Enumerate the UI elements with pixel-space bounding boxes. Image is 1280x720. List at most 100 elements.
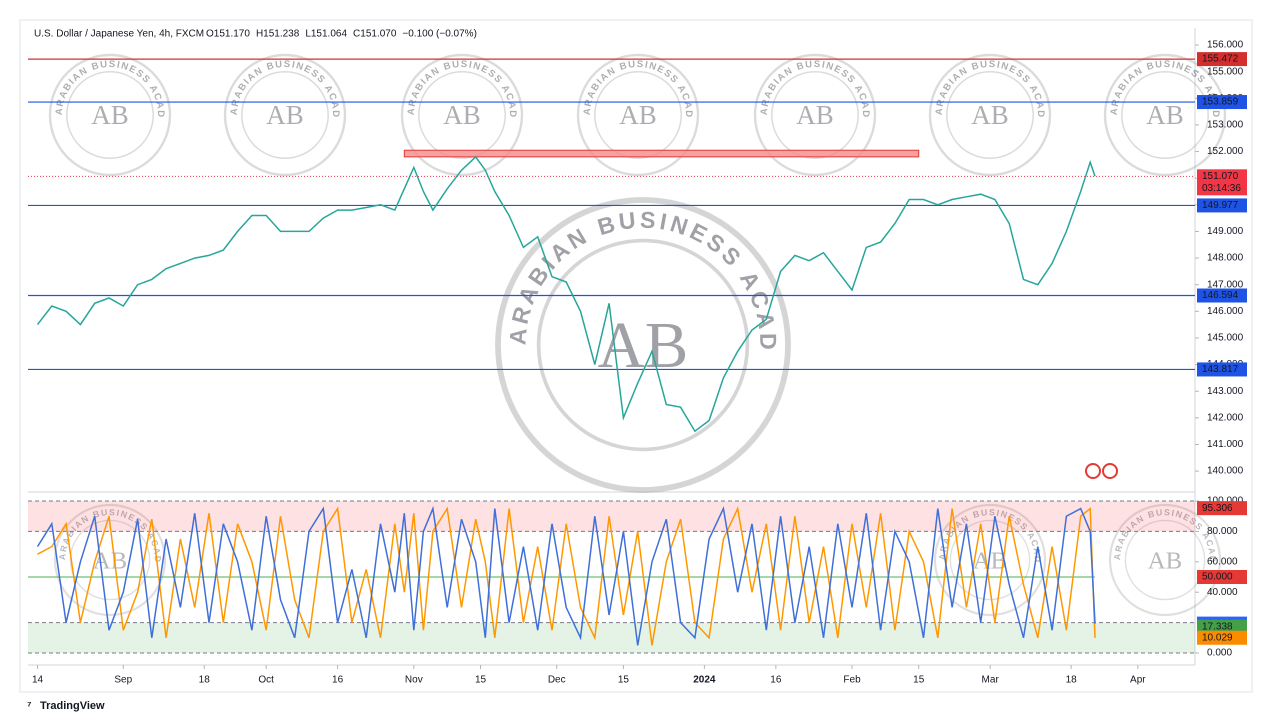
- tv-icon: ⁷: [27, 700, 32, 712]
- level-label: 155.472: [1202, 54, 1239, 65]
- x-tick-label: 18: [199, 675, 211, 686]
- watermark-ring: [1121, 71, 1209, 159]
- watermark-logo: AB: [971, 100, 1009, 130]
- y-tick-label: 80.000: [1207, 526, 1238, 537]
- watermark-ring: [48, 53, 172, 177]
- ohlc-value: H151.238: [256, 29, 300, 40]
- watermark-ring: [771, 71, 859, 159]
- oscillator-line: [36, 505, 1096, 646]
- y-tick-label: 143.000: [1207, 386, 1244, 397]
- watermark-ring: [1124, 519, 1206, 601]
- x-tick-label: Dec: [548, 675, 566, 686]
- x-tick-label: Sep: [114, 675, 132, 686]
- level-tag: [1197, 198, 1247, 213]
- y-tick-label: 142.000: [1207, 412, 1244, 423]
- watermark-ring: [495, 197, 791, 493]
- y-tick-label: 156.000: [1207, 40, 1244, 51]
- x-tick-label: Oct: [258, 675, 274, 686]
- band: [28, 622, 1195, 654]
- x-tick-label: 14: [32, 675, 44, 686]
- level-label: 149.977: [1202, 200, 1239, 211]
- x-tick-label: 2024: [693, 675, 716, 686]
- ohlc-value: −0.100 (−0.07%): [402, 29, 477, 40]
- watermark-logo: AB: [1146, 100, 1184, 130]
- x-tick-label: 15: [618, 675, 630, 686]
- watermark-ring: [66, 71, 154, 159]
- resistance-zone: [403, 149, 920, 158]
- band: [28, 501, 1195, 532]
- level-label: 146.594: [1202, 290, 1239, 301]
- level-label: 153.859: [1202, 97, 1239, 108]
- y-tick-label: 146.000: [1207, 306, 1244, 317]
- flag-icon: [1085, 463, 1101, 479]
- tradingview-logo: TradingView: [40, 700, 105, 712]
- watermark-logo: AB: [266, 100, 304, 130]
- level-tag: [1197, 362, 1247, 377]
- watermark-ring: [418, 71, 506, 159]
- value-tag: [1197, 570, 1247, 585]
- y-tick-label: 152.000: [1207, 146, 1244, 157]
- watermark-ring: [400, 53, 524, 177]
- last-price-label: 151.070: [1202, 171, 1239, 182]
- y-tick-label: 60.000: [1207, 556, 1238, 567]
- header: U.S. Dollar / Japanese Yen, 4h, FXCM O15…: [34, 29, 477, 40]
- y-tick-label: 149.000: [1207, 226, 1244, 237]
- value-tag-label: 50.000: [1202, 572, 1233, 583]
- watermark-logo: AB: [443, 100, 481, 130]
- x-tick-label: 18: [1066, 675, 1078, 686]
- watermark-ring: [933, 503, 1047, 617]
- oscillator-pane: 0.00040.00060.00080.000100.00014Sep18Oct…: [28, 496, 1247, 686]
- y-tick-label: 40.000: [1207, 587, 1238, 598]
- watermark-ring: [594, 71, 682, 159]
- countdown: 03:14:36: [1202, 183, 1241, 194]
- price-pane: 140.000141.000142.000143.000144.000145.0…: [28, 40, 1247, 477]
- watermark-ring: [949, 519, 1031, 601]
- watermark-logo: AB: [1148, 547, 1182, 574]
- value-tag-label: 95.306: [1202, 503, 1233, 514]
- level-tag: [1197, 52, 1247, 67]
- value-tag: [1197, 630, 1247, 645]
- price-line: [36, 155, 1096, 433]
- ohlc-value: O151.170: [206, 29, 250, 40]
- x-tick-label: 15: [475, 675, 487, 686]
- watermark-ring: [946, 71, 1034, 159]
- watermark-ring: [753, 53, 877, 177]
- y-tick-label: 0.000: [1207, 648, 1232, 659]
- oscillator-line: [37, 506, 1096, 646]
- level-label: 143.817: [1202, 364, 1239, 375]
- y-tick-label: 145.000: [1207, 333, 1244, 344]
- y-tick-label: 148.000: [1207, 253, 1244, 264]
- symbol-title: U.S. Dollar / Japanese Yen, 4h, FXCM: [34, 29, 204, 40]
- flag-icon: [1102, 463, 1118, 479]
- ohlc-value: C151.070: [353, 29, 397, 40]
- watermark-logo: AB: [91, 100, 129, 130]
- level-tag: [1197, 95, 1247, 110]
- y-tick-label: 140.000: [1207, 466, 1244, 477]
- y-tick-label: 141.000: [1207, 439, 1244, 450]
- value-tag: [1197, 619, 1247, 634]
- x-tick-label: Mar: [982, 675, 1000, 686]
- x-tick-label: Feb: [843, 675, 861, 686]
- y-tick-label: 155.000: [1207, 66, 1244, 77]
- watermark-logo: AB: [796, 100, 834, 130]
- watermark-ring: [53, 503, 167, 617]
- watermark-ring: [1108, 503, 1222, 617]
- value-tag-label: 17.338: [1202, 621, 1233, 632]
- x-tick-label: 16: [332, 675, 344, 686]
- y-tick-label: 147.000: [1207, 279, 1244, 290]
- watermark-ring: [576, 53, 700, 177]
- x-tick-label: Apr: [1130, 675, 1146, 686]
- last-price-tag: [1197, 169, 1247, 196]
- y-tick-label: 153.000: [1207, 120, 1244, 131]
- value-tag: [1197, 501, 1247, 516]
- x-tick-label: 15: [913, 675, 925, 686]
- watermark-ring: [223, 53, 347, 177]
- x-tick-label: Nov: [405, 675, 423, 686]
- watermark-ring: [1103, 53, 1227, 177]
- x-tick-label: 16: [770, 675, 782, 686]
- watermark-ring: [536, 238, 750, 452]
- value-tag-label: 10.029: [1202, 632, 1233, 643]
- watermark-ring: [241, 71, 329, 159]
- ohlc-value: L151.064: [305, 29, 347, 40]
